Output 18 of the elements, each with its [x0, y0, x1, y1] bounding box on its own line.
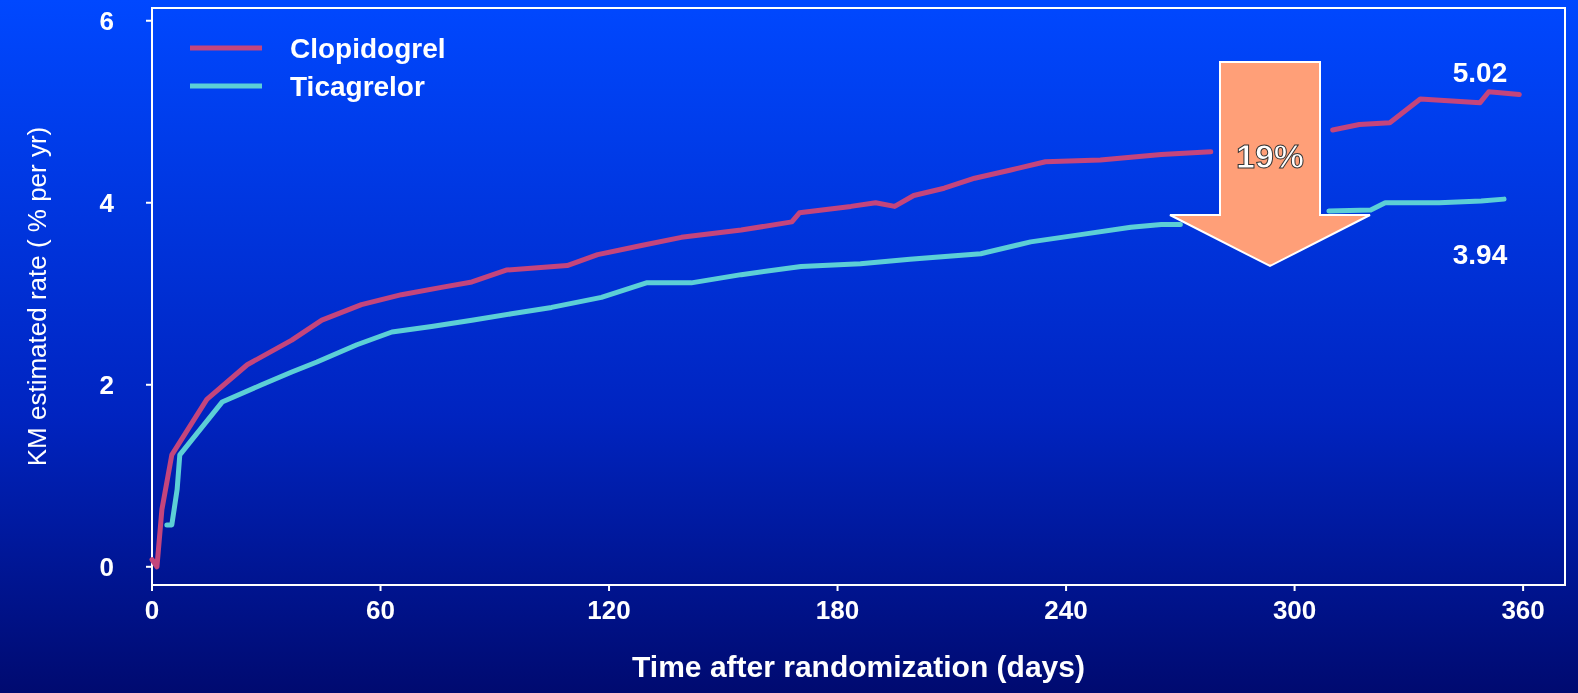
- x-axis-title: Time after randomization (days): [632, 650, 1085, 683]
- legend-label: Clopidogrel: [290, 33, 446, 64]
- y-tick-label: 4: [99, 187, 115, 218]
- x-tick-label: 0: [144, 595, 160, 625]
- y-tick-label: 6: [99, 5, 114, 36]
- annotation: 3.94: [1452, 239, 1508, 270]
- x-tick-label: 240: [1044, 595, 1088, 625]
- annotation: 5.02: [1452, 57, 1508, 88]
- x-tick-label: 360: [1501, 595, 1545, 625]
- x-tick-label: 60: [366, 595, 395, 625]
- x-tick-label: 300: [1272, 595, 1317, 625]
- x-tick-label: 180: [815, 595, 860, 625]
- x-tick-label: 120: [587, 595, 631, 625]
- legend-label: Ticagrelor: [290, 71, 425, 102]
- y-tick-label: 0: [99, 551, 114, 582]
- y-axis-title: KM estimated rate ( % per yr): [22, 126, 52, 467]
- y-tick-label: 2: [99, 369, 114, 400]
- annotation: 19%: [1235, 137, 1305, 175]
